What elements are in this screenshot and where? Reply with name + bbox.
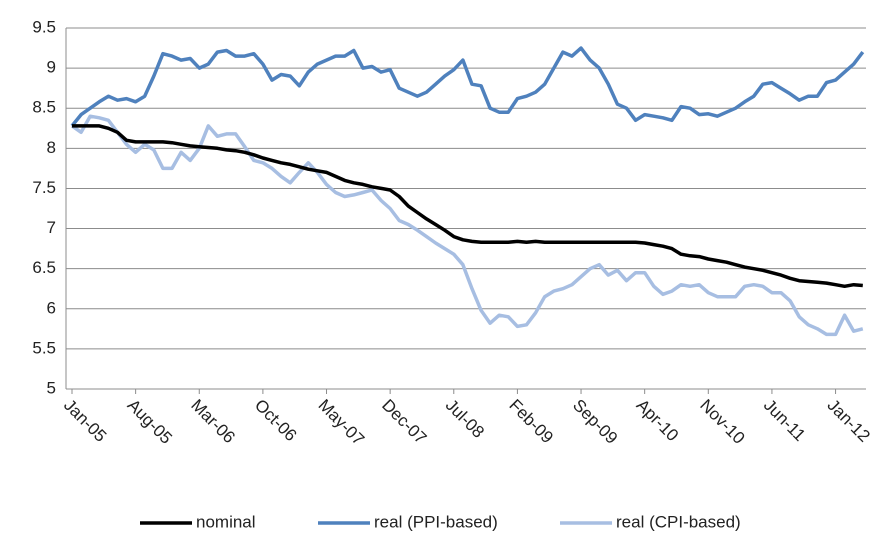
legend-label: real (CPI-based) xyxy=(616,512,741,531)
series-line xyxy=(72,124,863,289)
x-tick-label: Feb-09 xyxy=(505,396,557,448)
x-tick-label: Mar-06 xyxy=(187,396,239,448)
legend-label: nominal xyxy=(196,512,256,531)
x-tick-label: Aug-05 xyxy=(124,396,176,448)
x-tick-label: Jan-05 xyxy=(60,396,110,446)
x-tick-label: Oct-06 xyxy=(251,396,301,446)
x-tick-label: Apr-10 xyxy=(633,396,683,446)
x-tick-label: Jan-12 xyxy=(824,396,874,446)
y-tick-label: 9.5 xyxy=(32,17,56,36)
x-tick-label: Jul-08 xyxy=(442,396,488,442)
x-tick-label: Sep-09 xyxy=(569,396,621,448)
y-tick-label: 6 xyxy=(47,298,56,317)
y-tick-label: 8.5 xyxy=(32,98,56,117)
y-tick-label: 5.5 xyxy=(32,338,56,357)
y-tick-label: 7.5 xyxy=(32,178,56,197)
y-tick-label: 5 xyxy=(47,378,56,397)
series-line xyxy=(70,46,865,127)
series-line xyxy=(70,114,864,337)
legend-label: real (PPI-based) xyxy=(374,512,498,531)
x-tick-label: Nov-10 xyxy=(696,396,748,448)
x-tick-label: Jun-11 xyxy=(760,396,809,445)
x-tick-label: Dec-07 xyxy=(378,396,430,448)
x-tick-label: May-07 xyxy=(315,396,369,450)
y-tick-label: 9 xyxy=(47,58,56,77)
y-tick-label: 8 xyxy=(47,138,56,157)
y-tick-label: 6.5 xyxy=(32,258,56,277)
y-tick-label: 7 xyxy=(47,218,56,237)
